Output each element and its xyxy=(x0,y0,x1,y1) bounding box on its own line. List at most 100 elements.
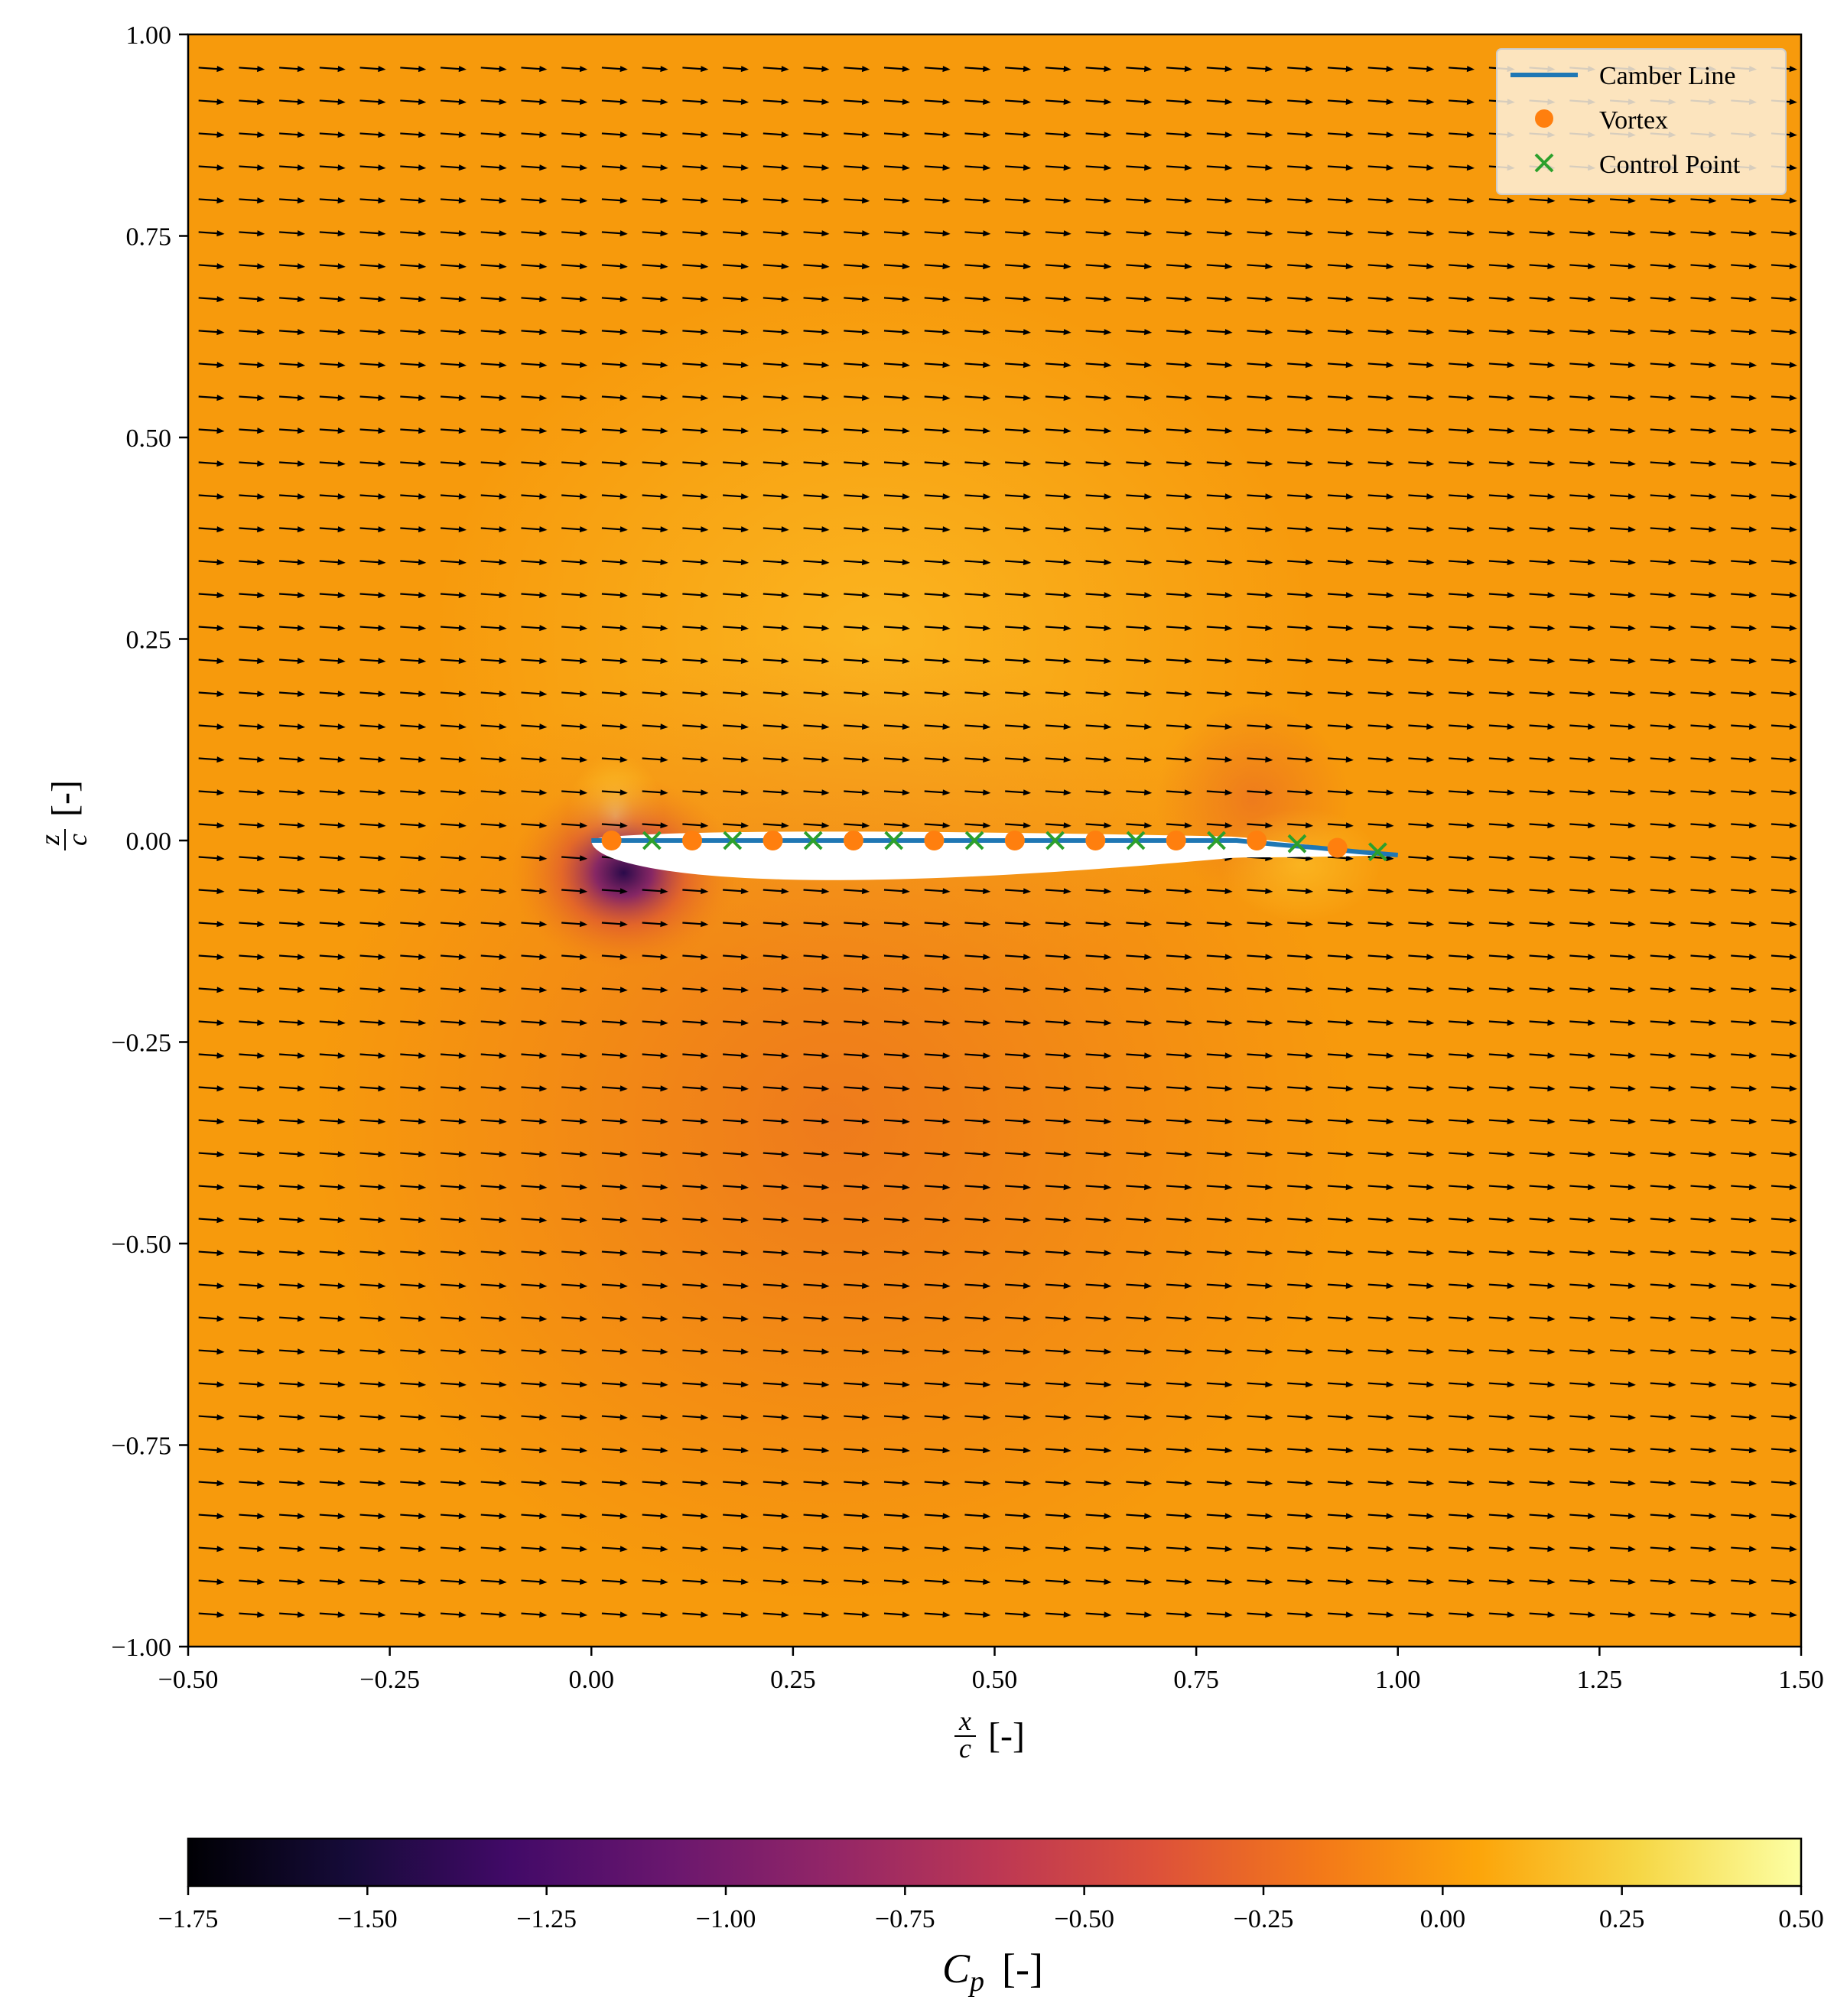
velocity-arrow xyxy=(561,1447,588,1454)
velocity-arrow xyxy=(1045,362,1071,369)
velocity-arrow xyxy=(279,493,306,500)
velocity-arrow xyxy=(601,1381,628,1388)
velocity-arrow xyxy=(319,526,346,533)
velocity-arrow xyxy=(480,428,507,434)
velocity-arrow xyxy=(1408,1118,1435,1125)
velocity-arrow xyxy=(642,493,668,500)
velocity-arrow xyxy=(1731,592,1758,599)
velocity-arrow xyxy=(1206,559,1233,566)
velocity-arrow xyxy=(1085,921,1112,928)
velocity-arrow xyxy=(1731,362,1758,369)
velocity-arrow xyxy=(883,987,910,993)
velocity-arrow xyxy=(1488,1250,1515,1257)
velocity-arrow xyxy=(1005,460,1032,467)
velocity-arrow xyxy=(1569,428,1596,434)
velocity-arrow xyxy=(1126,296,1153,303)
velocity-arrow xyxy=(763,789,789,796)
velocity-arrow xyxy=(1731,1217,1758,1224)
x-axis-ticks: −0.50 −0.25 0.00 0.25 0.50 0.75 1.00 1.25 1.50 xyxy=(158,1647,1824,1694)
velocity-arrow xyxy=(844,99,870,106)
velocity-arrow xyxy=(1327,691,1354,697)
velocity-arrow xyxy=(1247,921,1273,928)
velocity-arrow xyxy=(1771,493,1797,500)
velocity-arrow xyxy=(1327,1546,1354,1553)
velocity-arrow xyxy=(763,1611,789,1618)
velocity-arrow xyxy=(883,1579,910,1585)
velocity-arrow xyxy=(1367,592,1394,599)
velocity-arrow xyxy=(601,526,628,533)
velocity-arrow xyxy=(1529,362,1556,369)
velocity-arrow xyxy=(1247,1283,1273,1289)
colorbar-tick-label: −0.25 xyxy=(1234,1905,1294,1933)
vortex-point xyxy=(1085,831,1106,850)
velocity-arrow xyxy=(601,1315,628,1322)
velocity-arrow xyxy=(1408,329,1435,336)
velocity-arrow xyxy=(239,99,265,106)
vortex-point xyxy=(1327,837,1348,858)
legend-label-vortex: Vortex xyxy=(1599,106,1668,135)
velocity-arrow xyxy=(763,1546,789,1553)
velocity-arrow xyxy=(1690,296,1717,303)
velocity-arrow xyxy=(601,1250,628,1257)
velocity-arrow xyxy=(561,1151,588,1158)
velocity-arrow xyxy=(601,493,628,500)
velocity-arrow xyxy=(400,296,427,303)
velocity-arrow xyxy=(480,1480,507,1487)
velocity-arrow xyxy=(198,658,225,665)
velocity-arrow xyxy=(319,658,346,665)
velocity-arrow xyxy=(1408,658,1435,665)
velocity-arrow xyxy=(1690,460,1717,467)
velocity-arrow xyxy=(642,1480,668,1487)
velocity-arrow xyxy=(239,954,265,961)
velocity-arrow xyxy=(642,1315,668,1322)
velocity-arrow xyxy=(1771,1348,1797,1355)
velocity-arrow xyxy=(763,1414,789,1421)
velocity-arrow xyxy=(1287,1315,1314,1322)
velocity-arrow xyxy=(1408,1315,1435,1322)
vortex-point xyxy=(924,831,945,850)
velocity-arrow xyxy=(1166,1546,1192,1553)
velocity-arrow xyxy=(924,296,951,303)
velocity-arrow xyxy=(803,362,830,369)
velocity-arrow xyxy=(1408,1250,1435,1257)
velocity-arrow xyxy=(1771,263,1797,270)
velocity-arrow xyxy=(1449,1151,1475,1158)
velocity-arrow xyxy=(1206,99,1233,106)
velocity-arrow xyxy=(1408,625,1435,632)
velocity-arrow xyxy=(682,526,709,533)
velocity-arrow xyxy=(1690,1513,1717,1520)
velocity-arrow xyxy=(480,1283,507,1289)
velocity-arrow xyxy=(1206,460,1233,467)
velocity-arrow xyxy=(198,954,225,961)
velocity-arrow xyxy=(1690,987,1717,993)
velocity-arrow xyxy=(1771,625,1797,632)
velocity-arrow xyxy=(1206,1611,1233,1618)
velocity-arrow xyxy=(803,1513,830,1520)
velocity-arrow xyxy=(239,1217,265,1224)
velocity-arrow xyxy=(359,1513,386,1520)
velocity-arrow xyxy=(1085,66,1112,73)
velocity-arrow xyxy=(1045,658,1071,665)
velocity-arrow xyxy=(239,1118,265,1125)
velocity-arrow xyxy=(1731,954,1758,961)
velocity-arrow xyxy=(440,888,467,895)
velocity-arrow xyxy=(883,723,910,730)
velocity-arrow xyxy=(440,855,467,862)
velocity-arrow xyxy=(1126,132,1153,138)
velocity-arrow xyxy=(1609,1019,1636,1026)
velocity-arrow xyxy=(1247,822,1273,829)
velocity-arrow xyxy=(279,1052,306,1059)
velocity-arrow xyxy=(682,789,709,796)
velocity-arrow xyxy=(1408,263,1435,270)
velocity-arrow xyxy=(1287,362,1314,369)
velocity-arrow xyxy=(239,1381,265,1388)
velocity-arrow xyxy=(1367,921,1394,928)
velocity-arrow xyxy=(239,1151,265,1158)
velocity-arrow xyxy=(198,559,225,566)
velocity-arrow xyxy=(1569,460,1596,467)
velocity-arrow xyxy=(1287,164,1314,171)
velocity-arrow xyxy=(883,230,910,237)
velocity-arrow xyxy=(844,1546,870,1553)
velocity-arrow xyxy=(279,1151,306,1158)
velocity-arrow xyxy=(1327,395,1354,402)
